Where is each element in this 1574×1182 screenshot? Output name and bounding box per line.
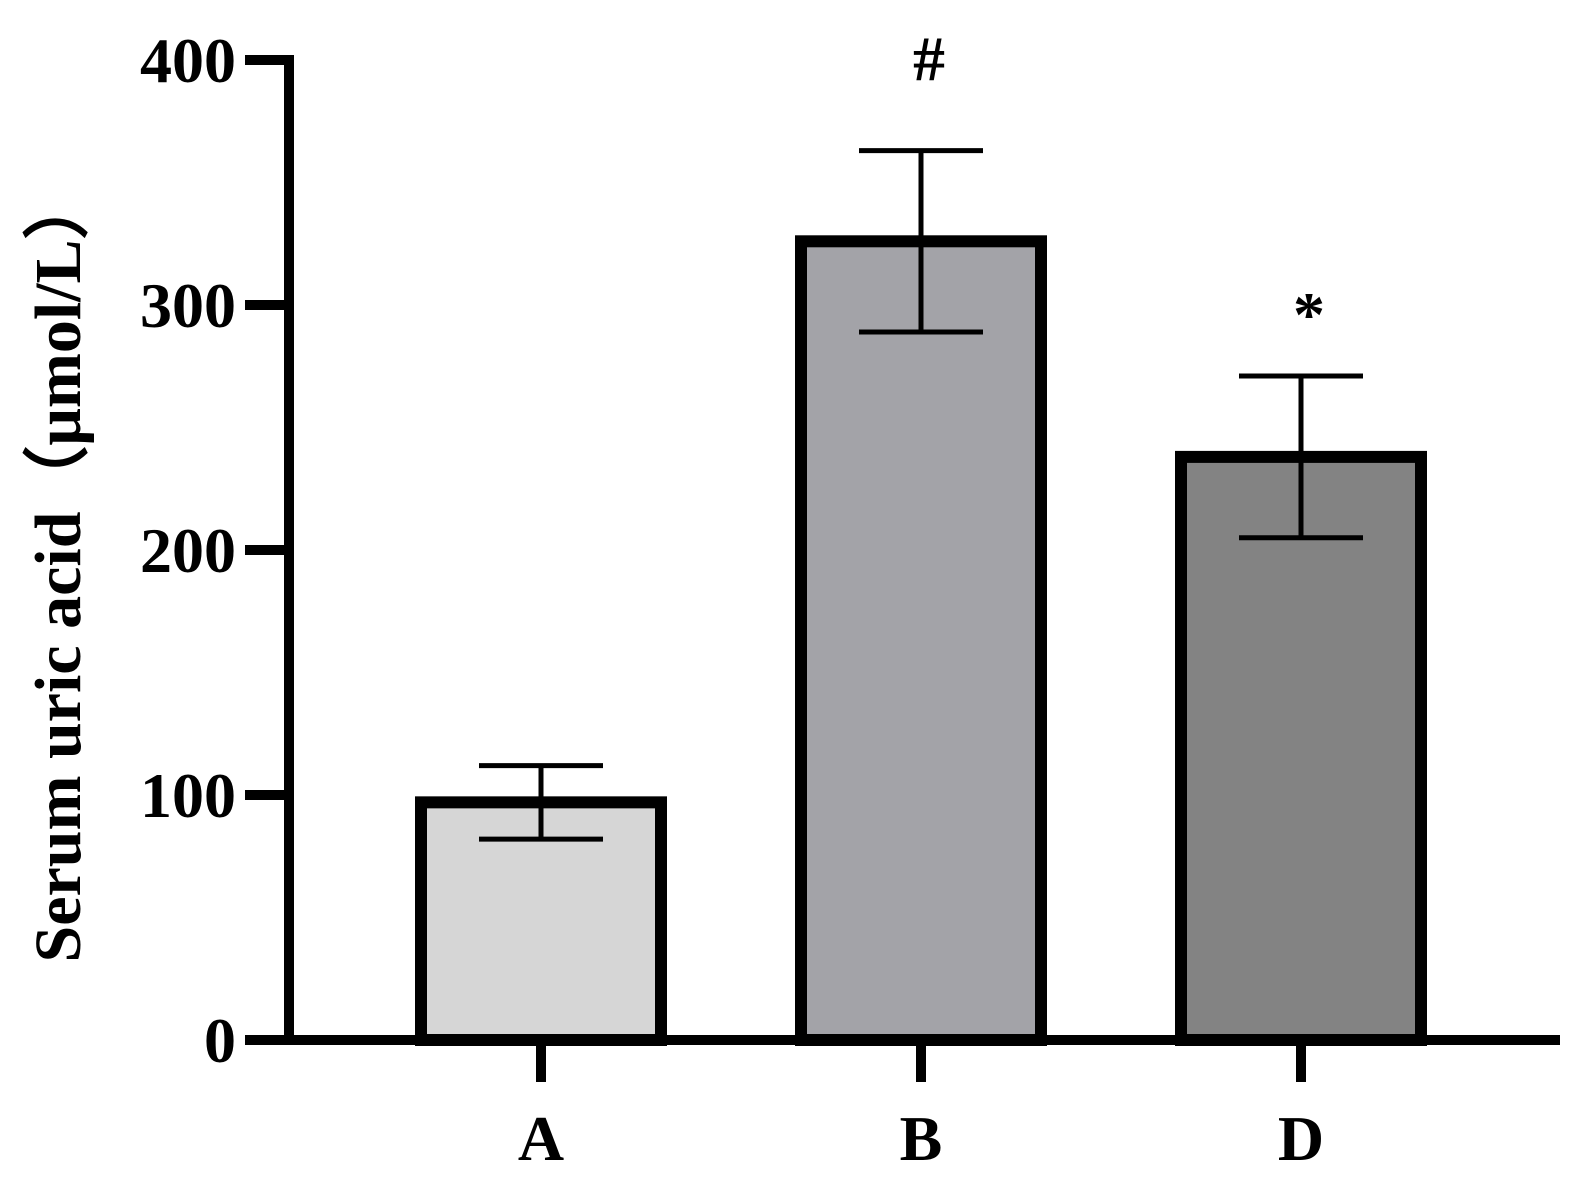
bar-D	[1175, 450, 1427, 1046]
y-tick-label-0: 0	[204, 1005, 236, 1076]
y-tick-label-200: 200	[140, 515, 236, 586]
error-bar-B	[859, 148, 983, 335]
error-bar-D	[1239, 373, 1363, 541]
y-axis-label: Serum uric acid（μmol/L）	[21, 173, 95, 962]
x-tick-label-D: D	[1278, 1103, 1324, 1174]
significance-mark-B: #	[913, 24, 945, 95]
significance-mark-D: *	[1293, 279, 1325, 350]
y-ticks-layer: 0 100 200 300 400	[140, 25, 289, 1076]
x-tick-label-A: A	[518, 1103, 564, 1174]
error-bars-layer	[479, 148, 1363, 842]
x-tick-label-B: B	[900, 1103, 943, 1174]
annotations-layer: #*	[913, 24, 1325, 350]
y-tick-label-400: 400	[140, 25, 236, 96]
y-tick-label-100: 100	[140, 760, 236, 831]
error-bar-A	[479, 763, 603, 842]
y-tick-label-300: 300	[140, 270, 236, 341]
bar-B	[795, 235, 1047, 1047]
bars-layer	[415, 235, 1427, 1047]
